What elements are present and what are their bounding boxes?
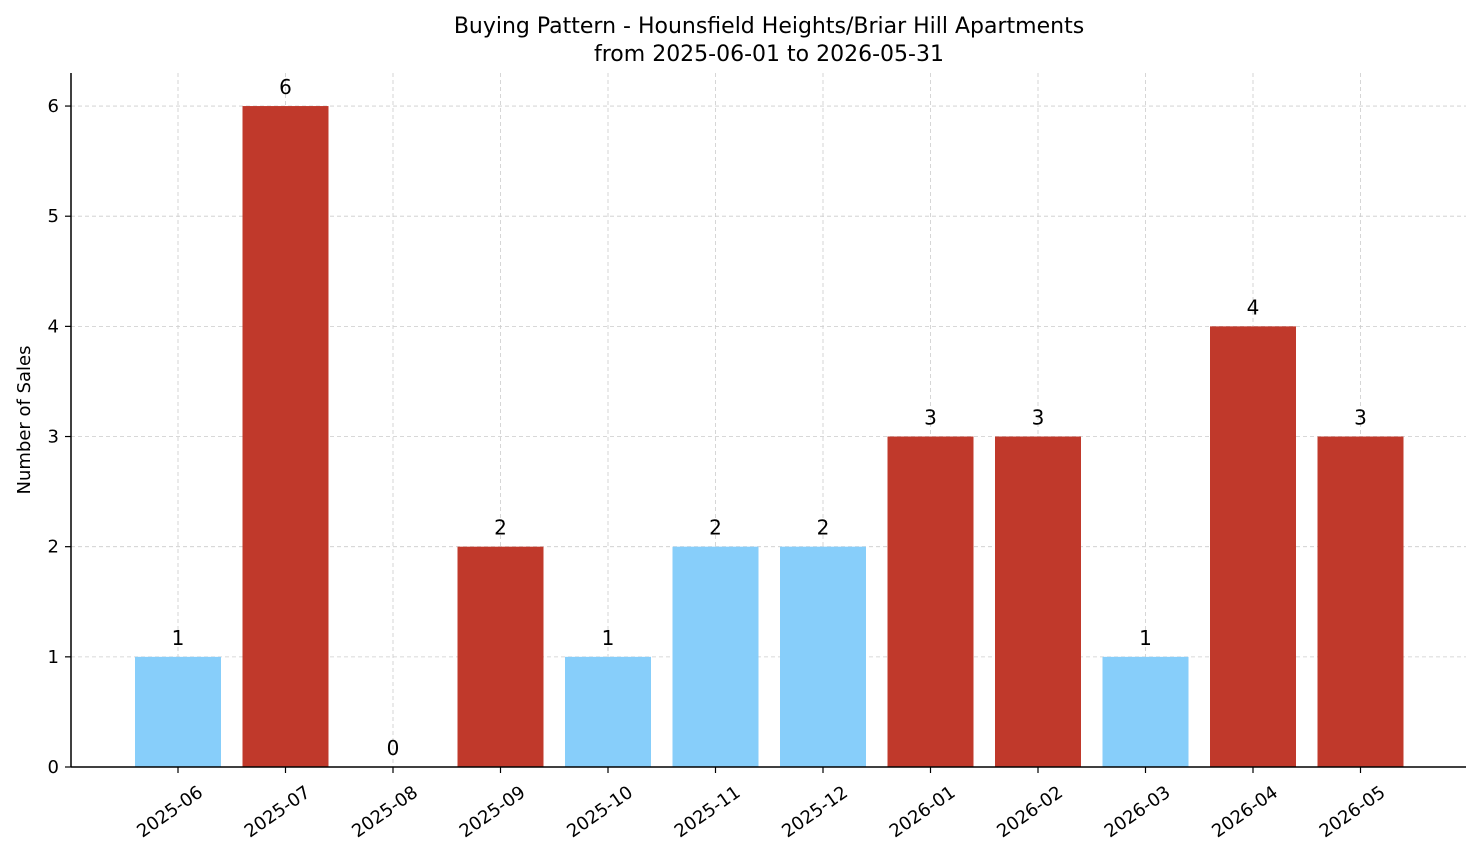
y-axis-label: Number of Sales <box>14 345 35 494</box>
x-tick-label-2025-11: 2025-11 <box>671 782 745 842</box>
y-tick-label: 6 <box>48 96 59 117</box>
y-tick-label: 5 <box>48 206 59 227</box>
data-label-2025-10: 1 <box>602 626 615 650</box>
bar-2026-04 <box>1210 326 1296 767</box>
y-tick-label: 1 <box>48 647 59 668</box>
y-tick-label: 2 <box>48 537 59 558</box>
data-label-2026-05: 3 <box>1354 406 1367 430</box>
data-label-2025-06: 1 <box>172 626 185 650</box>
data-label-2026-04: 4 <box>1247 295 1260 319</box>
data-label-2026-02: 3 <box>1032 406 1045 430</box>
x-tick-label-2026-05: 2026-05 <box>1316 782 1390 842</box>
bars <box>135 106 1404 768</box>
y-tick-label: 4 <box>48 316 59 337</box>
x-tick-label-2025-06: 2025-06 <box>133 782 207 842</box>
bar-2026-05 <box>1317 436 1404 767</box>
x-tick-label-2026-04: 2026-04 <box>1208 782 1282 842</box>
data-label-2025-11: 2 <box>709 516 722 540</box>
x-tick-label-2026-01: 2026-01 <box>886 782 960 842</box>
data-label-2025-08: 0 <box>387 736 400 760</box>
data-label-2025-07: 6 <box>279 75 292 99</box>
data-labels: 1 6 0 2 1 2 2 3 3 1 4 3 <box>172 75 1367 760</box>
y-tick-label: 0 <box>48 757 59 778</box>
x-tick-label-2025-10: 2025-10 <box>563 782 637 842</box>
data-label-2026-01: 3 <box>924 406 937 430</box>
bar-2026-01 <box>887 436 974 767</box>
x-tick-label-2026-03: 2026-03 <box>1101 782 1175 842</box>
bar-2025-12 <box>780 546 866 767</box>
data-label-2025-12: 2 <box>817 516 830 540</box>
bar-2025-07 <box>242 106 329 768</box>
bar-2025-06 <box>135 656 221 767</box>
chart-title-line1: Buying Pattern - Hounsfield Heights/Bria… <box>454 14 1084 39</box>
x-tick-label-2025-08: 2025-08 <box>348 782 422 842</box>
y-tick-label: 3 <box>48 427 59 448</box>
axes <box>70 73 1466 768</box>
chart-title-line2: from 2025-06-01 to 2026-05-31 <box>594 42 944 67</box>
x-tick-label-2025-09: 2025-09 <box>456 782 530 842</box>
data-label-2025-09: 2 <box>494 516 507 540</box>
bar-2025-09 <box>457 546 544 767</box>
bar-2025-11 <box>672 546 759 767</box>
x-tick-label-2026-02: 2026-02 <box>993 782 1067 842</box>
bar-2025-10 <box>565 656 651 767</box>
bar-2026-02 <box>995 436 1081 767</box>
x-tick-label-2025-12: 2025-12 <box>778 782 852 842</box>
bar-2026-03 <box>1102 656 1189 767</box>
x-tick-label-2025-07: 2025-07 <box>241 782 315 842</box>
data-label-2026-03: 1 <box>1139 626 1152 650</box>
